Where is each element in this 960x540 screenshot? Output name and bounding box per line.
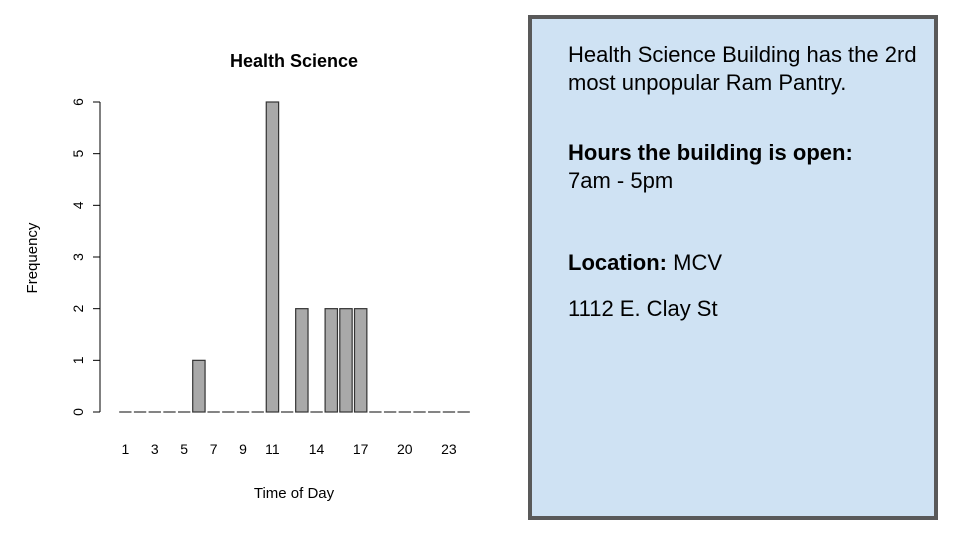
bar-13 xyxy=(295,308,309,413)
bar-6 xyxy=(192,359,206,413)
x-tick-label: 5 xyxy=(180,441,188,457)
x-tick-labels: 1 3 5 7 9 11 14 17 20 23 xyxy=(121,441,456,457)
location-value: MCV xyxy=(673,250,723,275)
x-tick-label: 1 xyxy=(121,441,129,457)
hours-label: Hours the building is open: xyxy=(568,140,853,165)
y-tick-label: 4 xyxy=(70,201,86,209)
y-tick-label: 1 xyxy=(70,356,86,364)
bar-11 xyxy=(265,101,280,413)
histogram-chart: Health Science Frequency Time of Day 0 1 2… xyxy=(24,51,470,502)
bars-group xyxy=(119,101,470,413)
bar-16 xyxy=(339,308,353,413)
chart-title: Health Science xyxy=(230,51,358,71)
y-axis-label: Frequency xyxy=(24,222,41,293)
y-axis: 0 1 2 3 4 5 6 xyxy=(70,98,101,416)
location-label: Location: xyxy=(568,250,667,275)
intro-text: Health Science Building has the 2rd most… xyxy=(568,42,917,95)
x-tick-label: 11 xyxy=(265,441,280,457)
x-tick-label: 20 xyxy=(397,441,413,457)
bar-17 xyxy=(353,308,368,413)
x-tick-label: 14 xyxy=(309,441,325,457)
x-tick-label: 9 xyxy=(239,441,247,457)
x-tick-label: 23 xyxy=(441,441,457,457)
info-panel: Health Science Building has the 2rd most… xyxy=(528,15,938,520)
y-tick-label: 2 xyxy=(70,305,86,313)
x-tick-label: 3 xyxy=(151,441,159,457)
address-text: 1112 E. Clay St xyxy=(568,296,718,321)
x-tick-label: 7 xyxy=(210,441,218,457)
y-tick-label: 6 xyxy=(70,98,86,106)
location-line: Location: MCV xyxy=(568,249,934,277)
y-tick-label: 3 xyxy=(70,253,86,261)
hours-value: 7am - 5pm xyxy=(568,168,674,193)
bar-15 xyxy=(324,308,339,413)
y-tick-label: 5 xyxy=(70,150,86,158)
x-axis-label: Time of Day xyxy=(254,485,335,502)
y-tick-label: 0 xyxy=(70,408,86,416)
x-tick-label: 17 xyxy=(353,441,369,457)
